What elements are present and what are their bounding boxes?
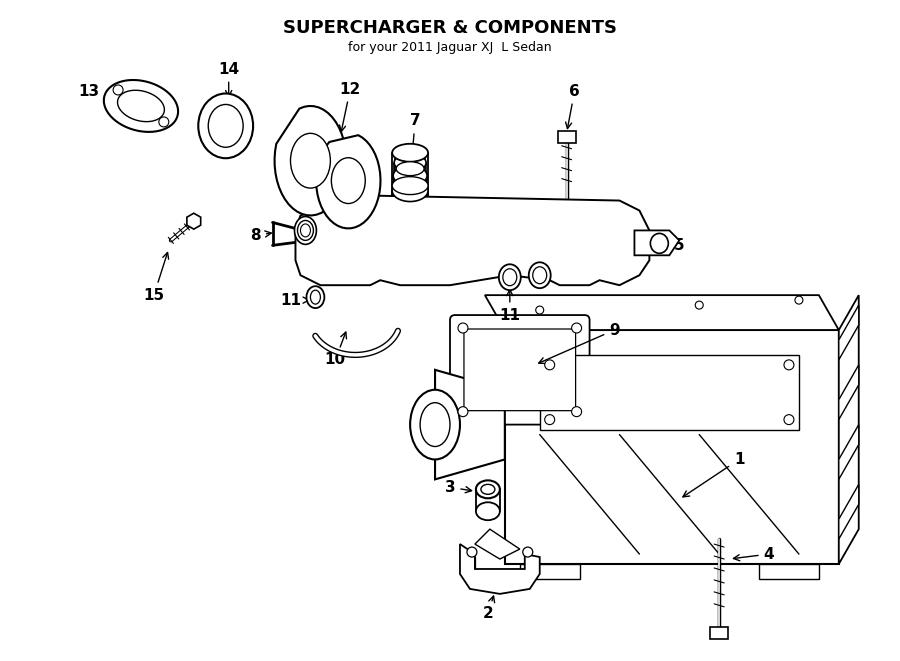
Text: 6: 6 bbox=[565, 83, 580, 129]
Polygon shape bbox=[460, 544, 540, 594]
Text: 11: 11 bbox=[500, 290, 520, 323]
Polygon shape bbox=[839, 424, 859, 479]
Polygon shape bbox=[435, 370, 505, 479]
Polygon shape bbox=[634, 231, 680, 255]
Circle shape bbox=[458, 323, 468, 333]
Circle shape bbox=[544, 414, 554, 424]
Polygon shape bbox=[505, 330, 839, 564]
Polygon shape bbox=[187, 214, 201, 229]
Ellipse shape bbox=[499, 264, 521, 290]
Ellipse shape bbox=[476, 502, 500, 520]
Ellipse shape bbox=[651, 233, 669, 253]
Ellipse shape bbox=[294, 217, 317, 245]
Polygon shape bbox=[274, 106, 346, 215]
Text: 9: 9 bbox=[539, 323, 620, 364]
Circle shape bbox=[784, 414, 794, 424]
Text: 3: 3 bbox=[445, 480, 472, 495]
Polygon shape bbox=[839, 485, 859, 539]
Circle shape bbox=[467, 547, 477, 557]
Polygon shape bbox=[540, 355, 799, 430]
Ellipse shape bbox=[396, 162, 424, 176]
Ellipse shape bbox=[503, 269, 517, 286]
Polygon shape bbox=[316, 135, 381, 228]
Polygon shape bbox=[295, 196, 650, 285]
Polygon shape bbox=[839, 365, 859, 420]
Ellipse shape bbox=[392, 176, 428, 194]
Ellipse shape bbox=[395, 145, 425, 161]
Ellipse shape bbox=[410, 390, 460, 459]
Circle shape bbox=[695, 301, 703, 309]
Circle shape bbox=[113, 85, 123, 95]
Text: SUPERCHARGER & COMPONENTS: SUPERCHARGER & COMPONENTS bbox=[283, 19, 617, 37]
Text: 12: 12 bbox=[339, 81, 361, 132]
Circle shape bbox=[572, 407, 581, 416]
Polygon shape bbox=[759, 564, 819, 579]
Ellipse shape bbox=[529, 262, 551, 288]
Ellipse shape bbox=[420, 403, 450, 447]
FancyBboxPatch shape bbox=[710, 627, 728, 639]
Ellipse shape bbox=[298, 221, 313, 241]
Circle shape bbox=[458, 407, 468, 416]
Circle shape bbox=[544, 360, 554, 370]
Text: 14: 14 bbox=[218, 61, 239, 97]
Polygon shape bbox=[485, 295, 839, 330]
Ellipse shape bbox=[393, 166, 428, 186]
FancyBboxPatch shape bbox=[450, 315, 590, 424]
Circle shape bbox=[523, 547, 533, 557]
Circle shape bbox=[158, 117, 169, 127]
Text: 15: 15 bbox=[143, 253, 168, 303]
Ellipse shape bbox=[476, 481, 500, 498]
Ellipse shape bbox=[331, 158, 365, 204]
Circle shape bbox=[572, 323, 581, 333]
Ellipse shape bbox=[301, 224, 310, 237]
Ellipse shape bbox=[306, 286, 324, 308]
Text: 8: 8 bbox=[250, 228, 271, 243]
Text: 5: 5 bbox=[659, 238, 685, 253]
Circle shape bbox=[784, 360, 794, 370]
Ellipse shape bbox=[198, 93, 253, 158]
Text: 1: 1 bbox=[683, 452, 744, 497]
Ellipse shape bbox=[533, 267, 546, 284]
Polygon shape bbox=[104, 80, 178, 132]
Ellipse shape bbox=[291, 134, 330, 188]
Ellipse shape bbox=[208, 104, 243, 147]
Polygon shape bbox=[475, 529, 520, 559]
Ellipse shape bbox=[310, 290, 320, 304]
Text: 2: 2 bbox=[482, 596, 495, 621]
Text: 7: 7 bbox=[410, 114, 420, 151]
Polygon shape bbox=[839, 295, 859, 564]
Ellipse shape bbox=[392, 180, 428, 202]
Text: 13: 13 bbox=[78, 83, 135, 106]
Polygon shape bbox=[839, 305, 859, 360]
Circle shape bbox=[536, 306, 544, 314]
FancyBboxPatch shape bbox=[558, 131, 576, 143]
Text: for your 2011 Jaguar XJ  L Sedan: for your 2011 Jaguar XJ L Sedan bbox=[348, 41, 552, 54]
Text: 11: 11 bbox=[280, 293, 309, 307]
Ellipse shape bbox=[481, 485, 495, 494]
Text: 10: 10 bbox=[325, 332, 346, 368]
Polygon shape bbox=[118, 91, 165, 122]
FancyBboxPatch shape bbox=[464, 329, 576, 410]
Ellipse shape bbox=[392, 144, 428, 162]
Circle shape bbox=[795, 296, 803, 304]
Polygon shape bbox=[520, 564, 580, 579]
Text: 4: 4 bbox=[734, 547, 774, 562]
Ellipse shape bbox=[394, 154, 426, 172]
